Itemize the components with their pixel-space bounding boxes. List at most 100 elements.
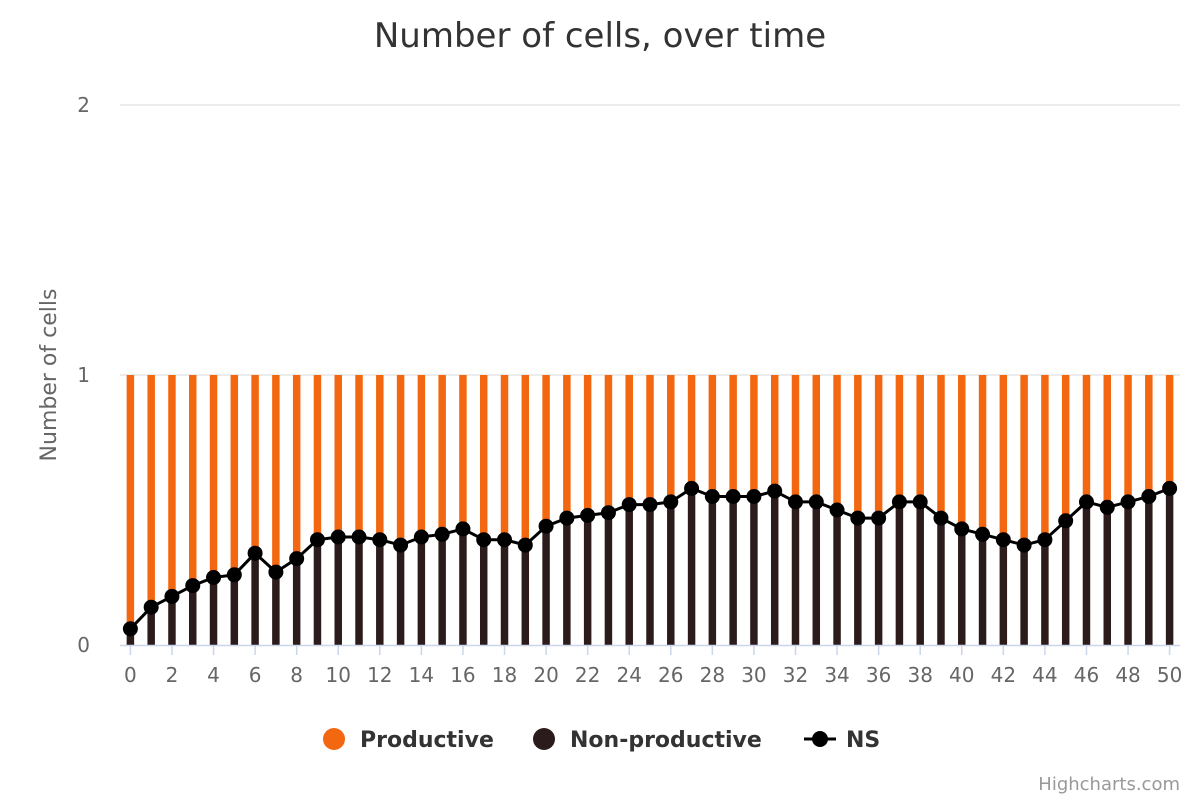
bar-non-productive[interactable] — [999, 539, 1008, 645]
ns-point[interactable] — [663, 494, 679, 510]
ns-point[interactable] — [808, 494, 824, 510]
bar-non-productive[interactable] — [542, 526, 550, 645]
legend-item-productive[interactable]: Productive — [323, 728, 494, 753]
bar-productive[interactable] — [937, 375, 945, 519]
bar-productive[interactable] — [313, 375, 322, 540]
bar-non-productive[interactable] — [667, 501, 675, 645]
bar-productive[interactable] — [895, 375, 904, 502]
ns-point[interactable] — [1141, 489, 1157, 504]
ns-point[interactable] — [746, 489, 762, 504]
bar-productive[interactable] — [1165, 375, 1174, 489]
bar-productive[interactable] — [874, 375, 883, 519]
bar-productive[interactable] — [521, 375, 530, 546]
bar-non-productive[interactable] — [1103, 507, 1111, 645]
ns-point[interactable] — [912, 494, 928, 510]
ns-point[interactable] — [829, 502, 845, 518]
bar-productive[interactable] — [978, 375, 987, 535]
bar-productive[interactable] — [230, 375, 239, 575]
ns-point[interactable] — [767, 483, 783, 499]
bar-non-productive[interactable] — [438, 534, 446, 645]
bar-non-productive[interactable] — [479, 539, 488, 645]
bar-productive[interactable] — [1020, 375, 1028, 546]
bar-productive[interactable] — [1061, 375, 1070, 521]
bar-productive[interactable] — [189, 375, 197, 586]
bar-productive[interactable] — [854, 375, 862, 519]
bar-productive[interactable] — [292, 375, 301, 559]
bar-productive[interactable] — [563, 375, 571, 519]
ns-point[interactable] — [206, 570, 222, 585]
bar-productive[interactable] — [1082, 375, 1091, 502]
bar-non-productive[interactable] — [812, 501, 821, 645]
ns-point[interactable] — [122, 621, 138, 637]
ns-point[interactable] — [393, 537, 409, 553]
ns-point[interactable] — [164, 588, 180, 604]
bar-non-productive[interactable] — [147, 607, 155, 645]
bar-non-productive[interactable] — [708, 496, 717, 646]
ns-point[interactable] — [954, 521, 970, 537]
bar-productive[interactable] — [916, 375, 924, 502]
bar-productive[interactable] — [646, 375, 654, 505]
ns-point[interactable] — [1162, 480, 1178, 496]
ns-point[interactable] — [787, 494, 803, 510]
bar-productive[interactable] — [417, 375, 426, 537]
bar-non-productive[interactable] — [916, 501, 924, 645]
bar-productive[interactable] — [334, 375, 342, 537]
bar-non-productive[interactable] — [1124, 501, 1132, 645]
ns-point[interactable] — [642, 497, 658, 513]
bar-non-productive[interactable] — [376, 539, 384, 645]
bar-productive[interactable] — [791, 375, 800, 502]
bar-non-productive[interactable] — [272, 572, 280, 645]
bar-productive[interactable] — [604, 375, 613, 513]
ns-point[interactable] — [413, 529, 429, 545]
ns-point[interactable] — [351, 529, 367, 545]
ns-point[interactable] — [1016, 537, 1032, 553]
bar-productive[interactable] — [770, 375, 779, 492]
bar-non-productive[interactable] — [646, 504, 654, 645]
bar-non-productive[interactable] — [687, 488, 696, 645]
ns-point[interactable] — [684, 480, 700, 496]
bar-productive[interactable] — [958, 375, 966, 529]
bar-productive[interactable] — [833, 375, 841, 510]
bar-productive[interactable] — [438, 375, 446, 535]
bar-non-productive[interactable] — [355, 537, 363, 645]
bar-non-productive[interactable] — [854, 518, 862, 645]
ns-point[interactable] — [247, 545, 263, 561]
bar-non-productive[interactable] — [230, 574, 239, 645]
bar-productive[interactable] — [1041, 375, 1049, 540]
bar-non-productive[interactable] — [168, 596, 176, 645]
bar-non-productive[interactable] — [833, 510, 841, 645]
ns-point[interactable] — [226, 567, 242, 583]
bar-productive[interactable] — [168, 375, 176, 597]
bar-non-productive[interactable] — [625, 504, 633, 645]
ns-point[interactable] — [1120, 494, 1136, 510]
bar-non-productive[interactable] — [958, 528, 966, 645]
ns-point[interactable] — [455, 521, 471, 537]
bar-productive[interactable] — [126, 375, 135, 632]
ns-point[interactable] — [995, 532, 1011, 548]
bar-productive[interactable] — [272, 375, 280, 573]
bar-productive[interactable] — [1103, 375, 1111, 508]
bar-productive[interactable] — [396, 375, 405, 546]
bar-non-productive[interactable] — [1020, 545, 1028, 645]
ns-point[interactable] — [891, 494, 907, 510]
bar-non-productive[interactable] — [563, 518, 571, 645]
bar-productive[interactable] — [500, 375, 509, 540]
bar-non-productive[interactable] — [396, 545, 405, 645]
bar-non-productive[interactable] — [874, 518, 883, 645]
ns-point[interactable] — [725, 489, 741, 504]
ns-point[interactable] — [871, 510, 887, 526]
ns-point[interactable] — [330, 529, 346, 545]
ns-point[interactable] — [1058, 513, 1074, 529]
bar-non-productive[interactable] — [126, 631, 135, 646]
bar-productive[interactable] — [583, 375, 592, 516]
bar-non-productive[interactable] — [417, 537, 426, 645]
bar-non-productive[interactable] — [729, 496, 737, 646]
bar-productive[interactable] — [376, 375, 384, 540]
bar-productive[interactable] — [708, 375, 717, 497]
bar-productive[interactable] — [999, 375, 1008, 540]
bar-non-productive[interactable] — [500, 539, 509, 645]
legend-item-ns[interactable]: NS — [804, 728, 880, 753]
bar-non-productive[interactable] — [604, 512, 613, 645]
bar-productive[interactable] — [459, 375, 467, 529]
bar-productive[interactable] — [667, 375, 675, 502]
